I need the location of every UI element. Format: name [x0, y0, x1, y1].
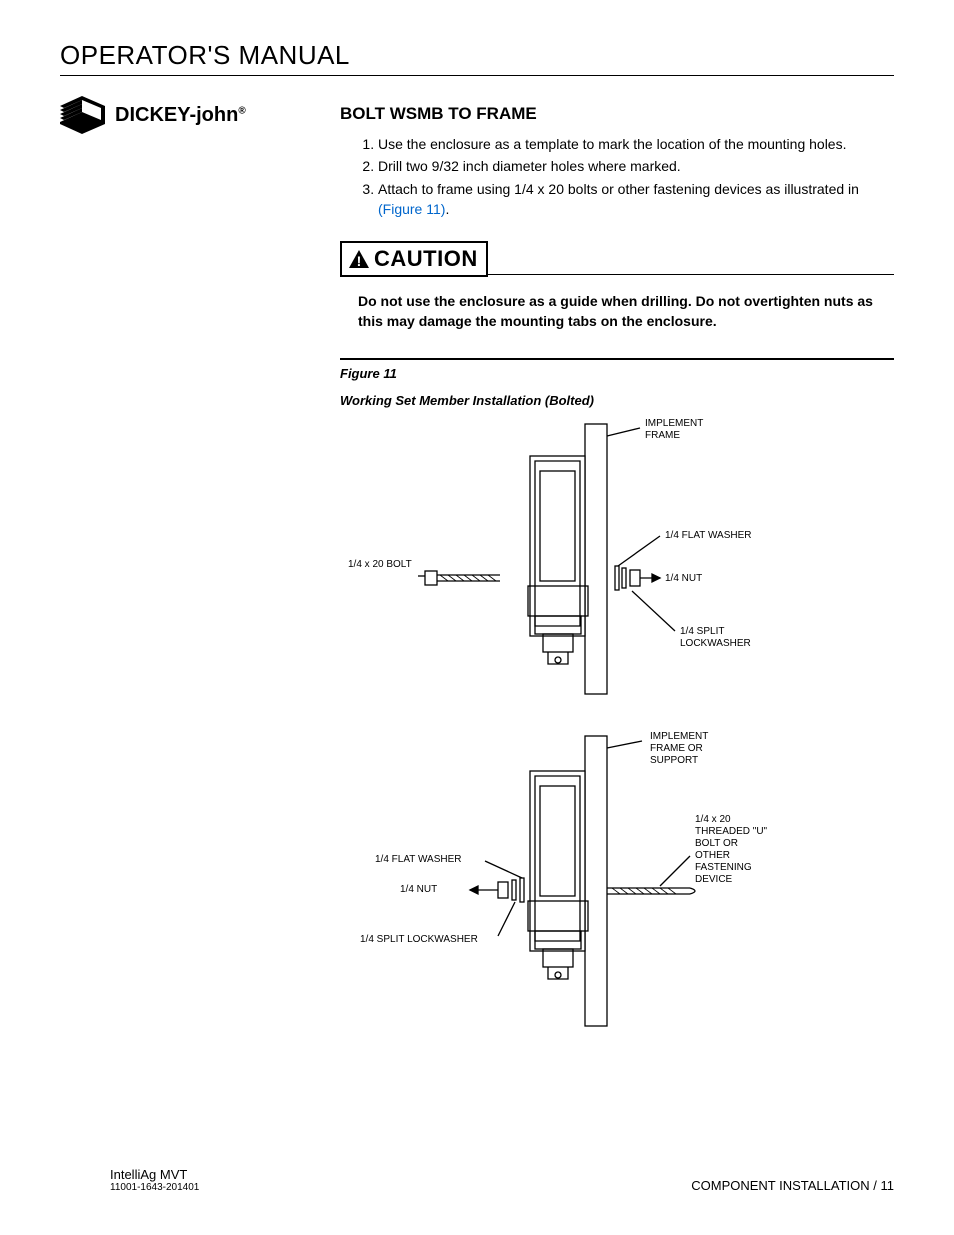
page-footer: IntelliAg MVT 11001-1643-201401 COMPONEN…	[110, 1167, 894, 1193]
caution-header: ! CAUTION	[340, 241, 894, 277]
header-rule: OPERATOR'S MANUAL	[60, 40, 894, 76]
instruction-steps: Use the enclosure as a template to mark …	[378, 134, 894, 219]
caution-text: Do not use the enclosure as a guide when…	[358, 291, 894, 332]
caution-label: CAUTION	[374, 246, 478, 272]
logo-text: DICKEY-john®	[115, 104, 246, 127]
label-implement-frame-top: IMPLEMENT FRAME	[645, 418, 703, 442]
footer-left: IntelliAg MVT 11001-1643-201401	[110, 1167, 199, 1193]
caution-box: ! CAUTION	[340, 241, 488, 277]
main-content: BOLT WSMB TO FRAME Use the enclosure as …	[340, 104, 894, 1056]
label-split-lockwasher-top: 1/4 SPLIT LOCKWASHER	[680, 626, 751, 650]
step-2: Drill two 9/32 inch diameter holes where…	[378, 156, 894, 176]
step-1: Use the enclosure as a template to mark …	[378, 134, 894, 154]
label-bolt-top: 1/4 x 20 BOLT	[348, 559, 412, 571]
label-nut-top: 1/4 NUT	[665, 573, 702, 585]
label-ubolt-bottom: 1/4 x 20 THREADED "U" BOLT OR OTHER FAST…	[695, 814, 767, 886]
footer-docnum: 11001-1643-201401	[110, 1182, 199, 1193]
footer-right: COMPONENT INSTALLATION / 11	[691, 1178, 894, 1193]
logo-icon	[60, 96, 105, 134]
svg-text:!: !	[357, 253, 362, 269]
caution-rule	[488, 274, 894, 275]
label-split-lockwasher-bottom: 1/4 SPLIT LOCKWASHER	[360, 934, 478, 946]
figure-rule	[340, 358, 894, 360]
label-implement-frame-bottom: IMPLEMENT FRAME OR SUPPORT	[650, 731, 708, 767]
diagram-svg	[340, 416, 850, 1056]
manual-title: OPERATOR'S MANUAL	[60, 40, 894, 75]
step-3: Attach to frame using 1/4 x 20 bolts or …	[378, 179, 894, 220]
installation-diagram: IMPLEMENT FRAME 1/4 FLAT WASHER 1/4 x 20…	[340, 416, 850, 1056]
label-flat-washer-top: 1/4 FLAT WASHER	[665, 530, 752, 542]
figure-link[interactable]: (Figure 11)	[378, 201, 445, 217]
section-heading: BOLT WSMB TO FRAME	[340, 104, 894, 124]
warning-triangle-icon: !	[348, 249, 370, 269]
figure-number: Figure 11	[340, 366, 894, 381]
label-flat-washer-bottom: 1/4 FLAT WASHER	[375, 854, 462, 866]
label-nut-bottom: 1/4 NUT	[400, 884, 437, 896]
figure-caption: Working Set Member Installation (Bolted)	[340, 393, 894, 408]
footer-product: IntelliAg MVT	[110, 1167, 199, 1182]
